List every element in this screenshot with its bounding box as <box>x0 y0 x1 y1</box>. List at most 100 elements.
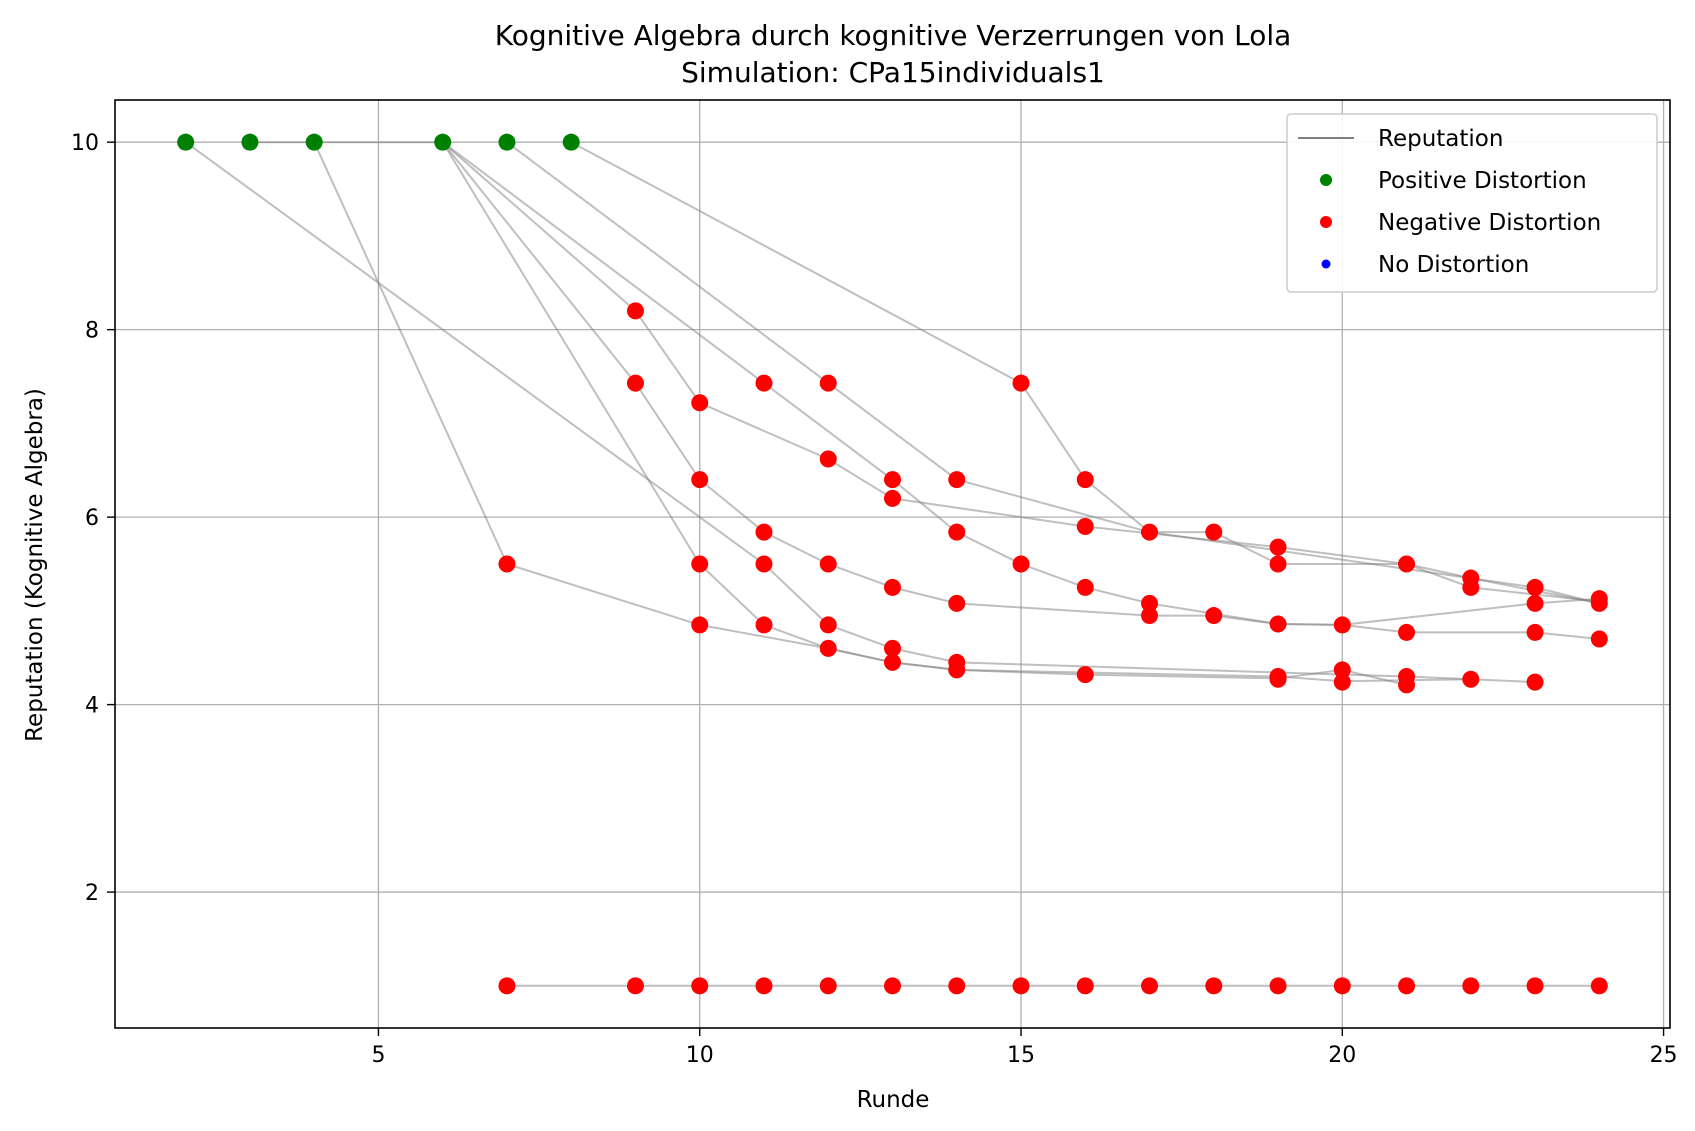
negative-distortion-point <box>755 977 773 995</box>
negative-distortion-point <box>498 555 516 573</box>
negative-distortion-point <box>1269 555 1287 573</box>
negative-distortion-point <box>819 555 837 573</box>
negative-distortion-point <box>1076 518 1094 536</box>
negative-distortion-point <box>498 977 516 995</box>
x-tick-label: 10 <box>686 1043 714 1068</box>
negative-distortion-point <box>1141 523 1159 541</box>
negative-distortion-point <box>948 661 966 679</box>
negative-distortion-point <box>948 523 966 541</box>
legend-label: Negative Distortion <box>1378 210 1601 236</box>
plot-frame <box>114 99 1671 1029</box>
negative-distortion-point <box>1205 977 1223 995</box>
negative-distortion-point <box>1398 623 1416 641</box>
distortion-markers <box>177 133 1608 995</box>
negative-distortion-point <box>948 471 966 489</box>
negative-distortion-point <box>1205 607 1223 625</box>
negative-distortion-point <box>1590 630 1608 648</box>
negative-distortion-point <box>884 471 901 489</box>
negative-distortion-point <box>1526 977 1544 995</box>
negative-distortion-point <box>1526 673 1544 691</box>
negative-distortion-point <box>1333 661 1351 679</box>
legend: Reputation Positive Distortion Negative Di… <box>1286 113 1658 293</box>
negative-distortion-point <box>819 977 837 995</box>
negative-distortion-point <box>884 578 901 596</box>
y-tick-label: 10 <box>71 131 99 156</box>
negative-distortion-point <box>1462 670 1480 688</box>
negative-distortion-point <box>1526 623 1544 641</box>
positive-distortion-point <box>177 133 195 151</box>
negative-distortion-point <box>1269 977 1287 995</box>
y-tick-label: 8 <box>85 319 99 344</box>
legend-marker-swatch <box>1320 174 1332 186</box>
chart-subtitle: Simulation: CPa15individuals1 <box>681 56 1105 89</box>
y-tick-label: 4 <box>85 694 99 719</box>
negative-distortion-point <box>1141 977 1159 995</box>
negative-distortion-point <box>1012 977 1030 995</box>
negative-distortion-point <box>1333 977 1351 995</box>
negative-distortion-point <box>1398 977 1416 995</box>
negative-distortion-point <box>626 302 644 320</box>
positive-distortion-point <box>498 133 516 151</box>
y-axis-label: Reputation (Kognitive Algebra) <box>22 388 48 742</box>
chart-title: Kognitive Algebra durch kognitive Verzer… <box>495 19 1292 52</box>
negative-distortion-point <box>819 639 837 657</box>
negative-distortion-point <box>1141 607 1159 625</box>
negative-distortion-point <box>1590 977 1608 995</box>
negative-distortion-point <box>1590 594 1608 612</box>
legend-label: Positive Distortion <box>1378 168 1587 194</box>
reputation-line <box>185 141 1471 681</box>
reputation-line <box>442 141 1600 605</box>
negative-distortion-point <box>1269 538 1287 556</box>
negative-distortion-point <box>1076 977 1094 995</box>
legend-label: No Distortion <box>1378 252 1529 278</box>
negative-distortion-point <box>819 450 837 468</box>
positive-distortion-point <box>241 133 259 151</box>
negative-distortion-point <box>884 639 901 657</box>
negative-distortion-point <box>691 616 709 634</box>
y-tick-label: 6 <box>85 506 99 531</box>
negative-distortion-point <box>819 616 837 634</box>
x-tick-label: 15 <box>1007 1043 1035 1068</box>
negative-distortion-point <box>1269 670 1287 688</box>
negative-distortion-point <box>884 489 901 507</box>
negative-distortion-point <box>691 471 709 489</box>
negative-distortion-point <box>691 977 709 995</box>
legend-label: Reputation <box>1378 126 1503 152</box>
negative-distortion-point <box>755 555 773 573</box>
positive-distortion-point <box>434 133 452 151</box>
axis-ticks: 5 10 15 20 25 2 4 6 8 10 <box>71 131 1678 1068</box>
positive-distortion-point <box>562 133 580 151</box>
legend-marker-swatch <box>1321 259 1331 269</box>
negative-distortion-point <box>1398 676 1416 694</box>
negative-distortion-point <box>1141 594 1159 612</box>
negative-distortion-point <box>884 977 901 995</box>
negative-distortion-point <box>1462 977 1480 995</box>
negative-distortion-point <box>626 374 644 392</box>
reputation-lines <box>185 141 1600 987</box>
negative-distortion-point <box>1076 578 1094 596</box>
negative-distortion-point <box>626 977 644 995</box>
negative-distortion-point <box>1205 523 1223 541</box>
reputation-line <box>570 141 1600 605</box>
x-tick-label: 20 <box>1328 1043 1356 1068</box>
negative-distortion-point <box>691 394 709 412</box>
negative-distortion-point <box>1269 615 1287 633</box>
negative-distortion-point <box>884 653 901 671</box>
negative-distortion-point <box>1333 673 1351 691</box>
negative-distortion-point <box>755 523 773 541</box>
positive-distortion-point <box>305 133 323 151</box>
negative-distortion-point <box>1076 666 1094 684</box>
negative-distortion-point <box>1076 471 1094 489</box>
negative-distortion-point <box>1012 555 1030 573</box>
negative-distortion-point <box>948 594 966 612</box>
reputation-line <box>441 141 1600 640</box>
negative-distortion-point <box>1012 374 1030 392</box>
negative-distortion-point <box>755 616 773 634</box>
negative-distortion-point <box>1526 594 1544 612</box>
x-tick-label: 25 <box>1650 1043 1678 1068</box>
negative-distortion-point <box>1398 555 1416 573</box>
negative-distortion-point <box>1526 578 1544 596</box>
legend-marker-swatch <box>1320 216 1332 228</box>
negative-distortion-point <box>1333 616 1351 634</box>
